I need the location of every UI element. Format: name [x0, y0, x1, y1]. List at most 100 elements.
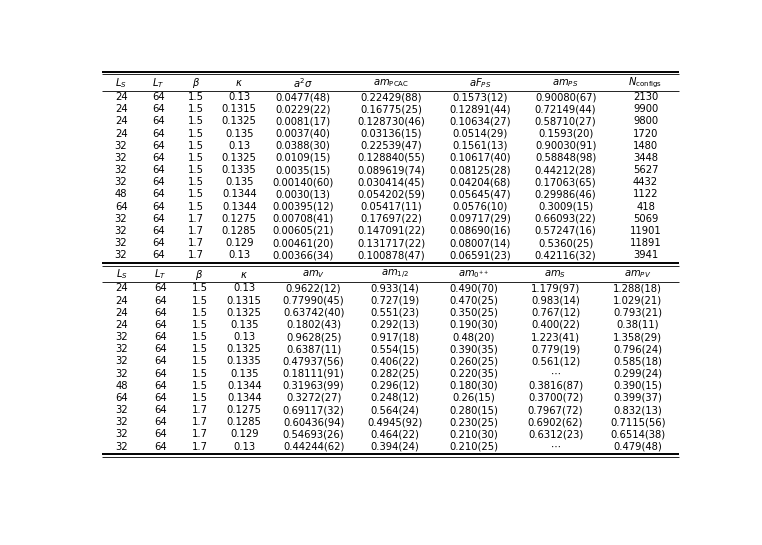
Text: ⋯: ⋯ — [550, 441, 561, 452]
Text: 24: 24 — [115, 320, 128, 330]
Text: 0.22539(47): 0.22539(47) — [360, 141, 422, 151]
Text: 5627: 5627 — [632, 165, 658, 175]
Text: 0.054202(59): 0.054202(59) — [357, 190, 425, 199]
Text: 0.1344: 0.1344 — [227, 381, 261, 391]
Text: 0.63742(40): 0.63742(40) — [283, 308, 344, 318]
Text: 0.128840(55): 0.128840(55) — [357, 153, 425, 163]
Text: 0.26(15): 0.26(15) — [452, 393, 495, 403]
Text: 418: 418 — [636, 202, 655, 211]
Text: 2130: 2130 — [633, 92, 658, 102]
Text: 24: 24 — [115, 283, 128, 293]
Text: 3941: 3941 — [633, 250, 658, 261]
Text: 24: 24 — [115, 117, 127, 126]
Text: 0.13: 0.13 — [233, 441, 255, 452]
Text: 0.190(30): 0.190(30) — [449, 320, 498, 330]
Text: 32: 32 — [115, 429, 128, 439]
Text: 0.220(35): 0.220(35) — [449, 368, 498, 379]
Text: 32: 32 — [115, 441, 128, 452]
Text: 0.13: 0.13 — [228, 141, 250, 151]
Text: 0.793(21): 0.793(21) — [613, 308, 662, 318]
Text: 0.983(14): 0.983(14) — [531, 295, 580, 306]
Text: 0.05645(47): 0.05645(47) — [449, 190, 511, 199]
Text: 1.5: 1.5 — [188, 153, 204, 163]
Text: 0.60436(94): 0.60436(94) — [283, 417, 344, 427]
Text: 0.779(19): 0.779(19) — [531, 344, 580, 354]
Text: 0.08125(28): 0.08125(28) — [449, 165, 511, 175]
Text: 0.0109(15): 0.0109(15) — [275, 153, 330, 163]
Text: 1.5: 1.5 — [191, 393, 207, 403]
Text: 64: 64 — [154, 381, 167, 391]
Text: 0.129: 0.129 — [230, 429, 258, 439]
Text: 64: 64 — [152, 104, 165, 114]
Text: 64: 64 — [154, 393, 167, 403]
Text: 64: 64 — [152, 250, 165, 261]
Text: 0.470(25): 0.470(25) — [449, 295, 498, 306]
Text: 0.1325: 0.1325 — [222, 117, 257, 126]
Text: 64: 64 — [152, 153, 165, 163]
Text: 0.1285: 0.1285 — [222, 226, 257, 236]
Text: $L_S$: $L_S$ — [116, 268, 128, 282]
Text: 1.7: 1.7 — [188, 226, 204, 236]
Text: $aF_{PS}$: $aF_{PS}$ — [469, 76, 491, 90]
Text: 0.296(12): 0.296(12) — [370, 381, 420, 391]
Text: 0.394(24): 0.394(24) — [370, 441, 419, 452]
Text: 0.00708(41): 0.00708(41) — [272, 214, 333, 224]
Text: 0.1593(20): 0.1593(20) — [538, 129, 594, 138]
Text: 0.210(25): 0.210(25) — [449, 441, 498, 452]
Text: 0.180(30): 0.180(30) — [449, 381, 498, 391]
Text: 64: 64 — [154, 368, 167, 379]
Text: 32: 32 — [115, 332, 128, 342]
Text: 0.100878(47): 0.100878(47) — [357, 250, 425, 261]
Text: 0.561(12): 0.561(12) — [531, 356, 580, 366]
Text: 1.5: 1.5 — [191, 344, 207, 354]
Text: 1.5: 1.5 — [188, 141, 204, 151]
Text: 0.13: 0.13 — [233, 332, 255, 342]
Text: 1.223(41): 1.223(41) — [531, 332, 580, 342]
Text: 0.1335: 0.1335 — [222, 165, 257, 175]
Text: 0.248(12): 0.248(12) — [370, 393, 419, 403]
Text: 0.1561(13): 0.1561(13) — [452, 141, 507, 151]
Text: 32: 32 — [115, 417, 128, 427]
Text: 1.5: 1.5 — [188, 104, 204, 114]
Text: 64: 64 — [154, 441, 167, 452]
Text: 0.796(24): 0.796(24) — [613, 344, 662, 354]
Text: 0.767(12): 0.767(12) — [531, 308, 580, 318]
Text: 0.135: 0.135 — [230, 368, 258, 379]
Text: 0.04204(68): 0.04204(68) — [450, 177, 511, 187]
Text: $a^2\sigma$: $a^2\sigma$ — [293, 76, 312, 90]
Text: 64: 64 — [152, 238, 165, 248]
Text: ⋯: ⋯ — [550, 368, 561, 379]
Text: 64: 64 — [154, 308, 167, 318]
Text: 0.22429(88): 0.22429(88) — [360, 92, 422, 102]
Text: 0.0037(40): 0.0037(40) — [275, 129, 330, 138]
Text: 0.1573(12): 0.1573(12) — [452, 92, 507, 102]
Text: 0.350(25): 0.350(25) — [449, 308, 498, 318]
Text: 0.06591(23): 0.06591(23) — [449, 250, 511, 261]
Text: 0.77990(45): 0.77990(45) — [283, 295, 344, 306]
Text: 32: 32 — [115, 226, 127, 236]
Text: 0.0514(29): 0.0514(29) — [452, 129, 507, 138]
Text: 1.029(21): 1.029(21) — [613, 295, 662, 306]
Text: 32: 32 — [115, 250, 127, 261]
Text: 1.5: 1.5 — [191, 320, 207, 330]
Text: 0.6312(23): 0.6312(23) — [528, 429, 583, 439]
Text: 64: 64 — [152, 141, 165, 151]
Text: 64: 64 — [154, 283, 167, 293]
Text: 1.5: 1.5 — [191, 308, 207, 318]
Text: 48: 48 — [115, 190, 127, 199]
Text: 0.400(22): 0.400(22) — [531, 320, 580, 330]
Text: 0.390(15): 0.390(15) — [613, 381, 662, 391]
Text: 0.13: 0.13 — [228, 92, 250, 102]
Text: 24: 24 — [115, 295, 128, 306]
Text: 1.5: 1.5 — [188, 190, 204, 199]
Text: 0.00461(20): 0.00461(20) — [272, 238, 333, 248]
Text: 3448: 3448 — [633, 153, 658, 163]
Text: 0.210(30): 0.210(30) — [449, 429, 498, 439]
Text: 1.358(29): 1.358(29) — [613, 332, 662, 342]
Text: 11901: 11901 — [629, 226, 661, 236]
Text: 64: 64 — [152, 226, 165, 236]
Text: 32: 32 — [115, 405, 128, 415]
Text: 0.1802(43): 0.1802(43) — [286, 320, 341, 330]
Text: 0.5360(25): 0.5360(25) — [538, 238, 594, 248]
Text: 0.089619(74): 0.089619(74) — [357, 165, 425, 175]
